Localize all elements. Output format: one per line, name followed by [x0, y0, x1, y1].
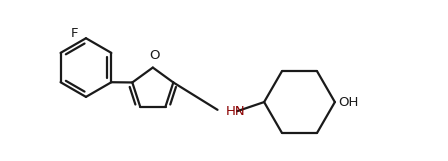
Text: OH: OH: [338, 96, 359, 109]
Text: O: O: [149, 48, 159, 62]
Text: HN: HN: [225, 105, 245, 118]
Text: F: F: [71, 27, 78, 40]
